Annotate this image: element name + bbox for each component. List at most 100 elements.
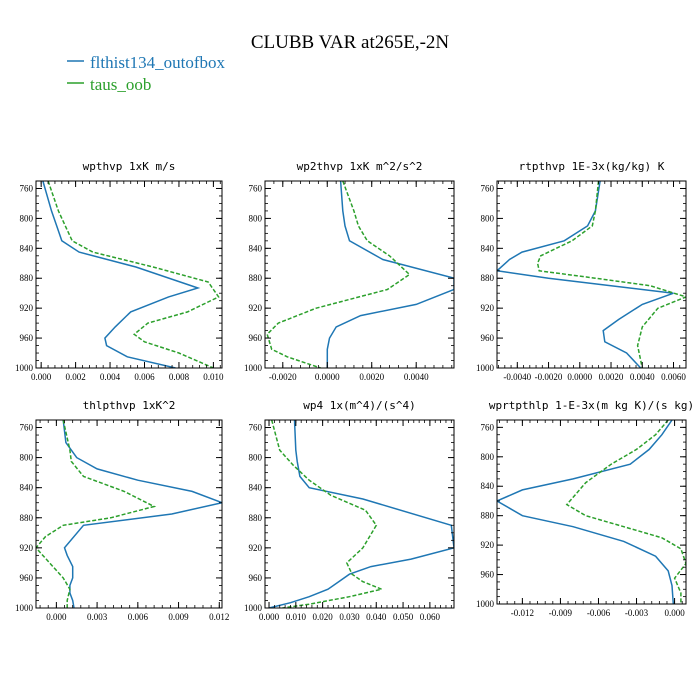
y-tick-label: 960	[249, 333, 263, 343]
x-tick-label: -0.0020	[269, 372, 297, 382]
y-tick-label: 880	[249, 513, 263, 523]
y-tick-label: 800	[20, 213, 34, 223]
y-tick-label: 840	[249, 483, 263, 493]
plot-frame	[35, 180, 223, 369]
legend: flthist134_outofbox taus_oob	[67, 53, 226, 94]
panel-title: wp2thvp 1xK m^2/s^2	[297, 160, 423, 173]
x-tick-label: 0.000	[46, 612, 67, 622]
x-tick-label: -0.0020	[535, 372, 563, 382]
y-tick-label: 760	[20, 423, 34, 433]
y-tick-label: 880	[20, 273, 34, 283]
y-tick-label: 1000	[244, 603, 263, 613]
x-tick-label: 0.040	[366, 612, 387, 622]
y-tick-label: 960	[20, 573, 34, 583]
y-tick-label: 960	[481, 570, 495, 580]
x-tick-label: 0.012	[209, 612, 229, 622]
x-tick-label: -0.003	[625, 608, 649, 618]
x-tick-label: -0.0040	[503, 372, 531, 382]
series-line-0	[42, 181, 201, 368]
plot-frame	[496, 419, 687, 605]
series-line-0	[268, 420, 454, 608]
panel-title: wprtpthlp 1-E-3x(m kg K)/(s kg)	[489, 399, 694, 412]
y-tick-label: 1000	[15, 363, 34, 373]
y-tick-label: 880	[481, 511, 495, 521]
y-tick-label: 920	[481, 540, 495, 550]
y-tick-label: 800	[249, 213, 263, 223]
y-tick-label: 920	[20, 543, 34, 553]
x-tick-label: 0.020	[313, 612, 334, 622]
y-tick-label: 880	[481, 273, 495, 283]
panel-title: rtpthvp 1E-3x(kg/kg) K	[519, 160, 665, 173]
y-tick-label: 800	[481, 213, 495, 223]
y-tick-label: 960	[481, 333, 495, 343]
y-tick-label: 760	[481, 422, 495, 432]
panel-1: wp2thvp 1xK m^2/s^2 -0.0020 0.0000 0.0020 0.…	[244, 160, 455, 382]
x-tick-label: 0.0040	[630, 372, 655, 382]
x-tick-label: 0.030	[339, 612, 360, 622]
x-tick-label: -0.012	[511, 608, 534, 618]
y-tick-label: 880	[249, 273, 263, 283]
y-tick-label: 800	[481, 452, 495, 462]
y-tick-label: 920	[249, 303, 263, 313]
series-line-1	[266, 181, 411, 368]
y-tick-label: 920	[249, 543, 263, 553]
y-tick-label: 840	[20, 243, 34, 253]
panel-0: wpthvp 1xK m/s 0.000 0.002 0.004 0.006 0.008 0…	[15, 160, 224, 382]
panel-title: thlpthvp 1xK^2	[83, 399, 176, 412]
legend-label-1: taus_oob	[90, 75, 151, 94]
x-tick-label: 0.004	[100, 372, 121, 382]
plot-frame	[264, 419, 455, 609]
x-tick-label: -0.006	[587, 608, 611, 618]
series-line-1	[270, 420, 385, 608]
x-tick-label: 0.006	[134, 372, 155, 382]
y-tick-label: 1000	[476, 363, 495, 373]
x-tick-label: 0.0040	[404, 372, 429, 382]
plot-frame	[496, 180, 687, 369]
series-line-1	[47, 181, 220, 368]
panel-title: wpthvp 1xK m/s	[83, 160, 176, 173]
series-line-0	[326, 181, 454, 368]
series-line-1	[565, 420, 686, 604]
panel-3: thlpthvp 1xK^2 0.000 0.003 0.006 0.009 0.012 7…	[15, 399, 229, 622]
y-tick-label: 960	[249, 573, 263, 583]
x-tick-label: 0.0000	[315, 372, 340, 382]
plot-frame	[35, 419, 223, 609]
y-tick-label: 1000	[476, 599, 495, 609]
y-tick-label: 960	[20, 333, 34, 343]
y-tick-label: 880	[20, 513, 34, 523]
x-tick-label: 0.050	[393, 612, 414, 622]
figure-title: CLUBB VAR at265E,-2N	[251, 32, 450, 53]
x-tick-label: 0.002	[65, 372, 85, 382]
x-tick-label: 0.008	[169, 372, 190, 382]
panel-5: wprtpthlp 1-E-3x(m kg K)/(s kg) -0.012 -0.…	[476, 399, 694, 618]
x-tick-label: 0.006	[128, 612, 149, 622]
x-tick-label: 0.010	[286, 612, 307, 622]
x-tick-label: 0.009	[168, 612, 189, 622]
x-tick-label: 0.0060	[661, 372, 686, 382]
y-tick-label: 920	[20, 303, 34, 313]
y-tick-label: 1000	[244, 363, 263, 373]
y-tick-label: 760	[249, 183, 263, 193]
y-tick-label: 760	[481, 183, 495, 193]
x-tick-label: 0.0020	[599, 372, 624, 382]
y-tick-label: 800	[249, 453, 263, 463]
y-tick-label: 840	[20, 483, 34, 493]
series-line-1	[36, 420, 157, 608]
y-tick-label: 760	[20, 183, 34, 193]
series-line-0	[497, 181, 674, 368]
y-tick-label: 840	[481, 243, 495, 253]
panel-title: wp4 1x(m^4)/(s^4)	[303, 399, 416, 412]
x-tick-label: 0.000	[259, 612, 280, 622]
legend-label-0: flthist134_outofbox	[90, 53, 226, 72]
series-line-0	[497, 420, 675, 604]
y-tick-label: 760	[249, 423, 263, 433]
series-line-1	[536, 181, 686, 368]
x-tick-label: 0.003	[87, 612, 108, 622]
x-tick-label: 0.010	[203, 372, 224, 382]
panel-4: wp4 1x(m^4)/(s^4) 0.000 0.010 0.020 0.030 0.0…	[244, 399, 455, 622]
y-tick-label: 840	[249, 243, 263, 253]
x-tick-label: 0.0000	[567, 372, 592, 382]
y-tick-label: 840	[481, 481, 495, 491]
x-tick-label: -0.009	[549, 608, 573, 618]
